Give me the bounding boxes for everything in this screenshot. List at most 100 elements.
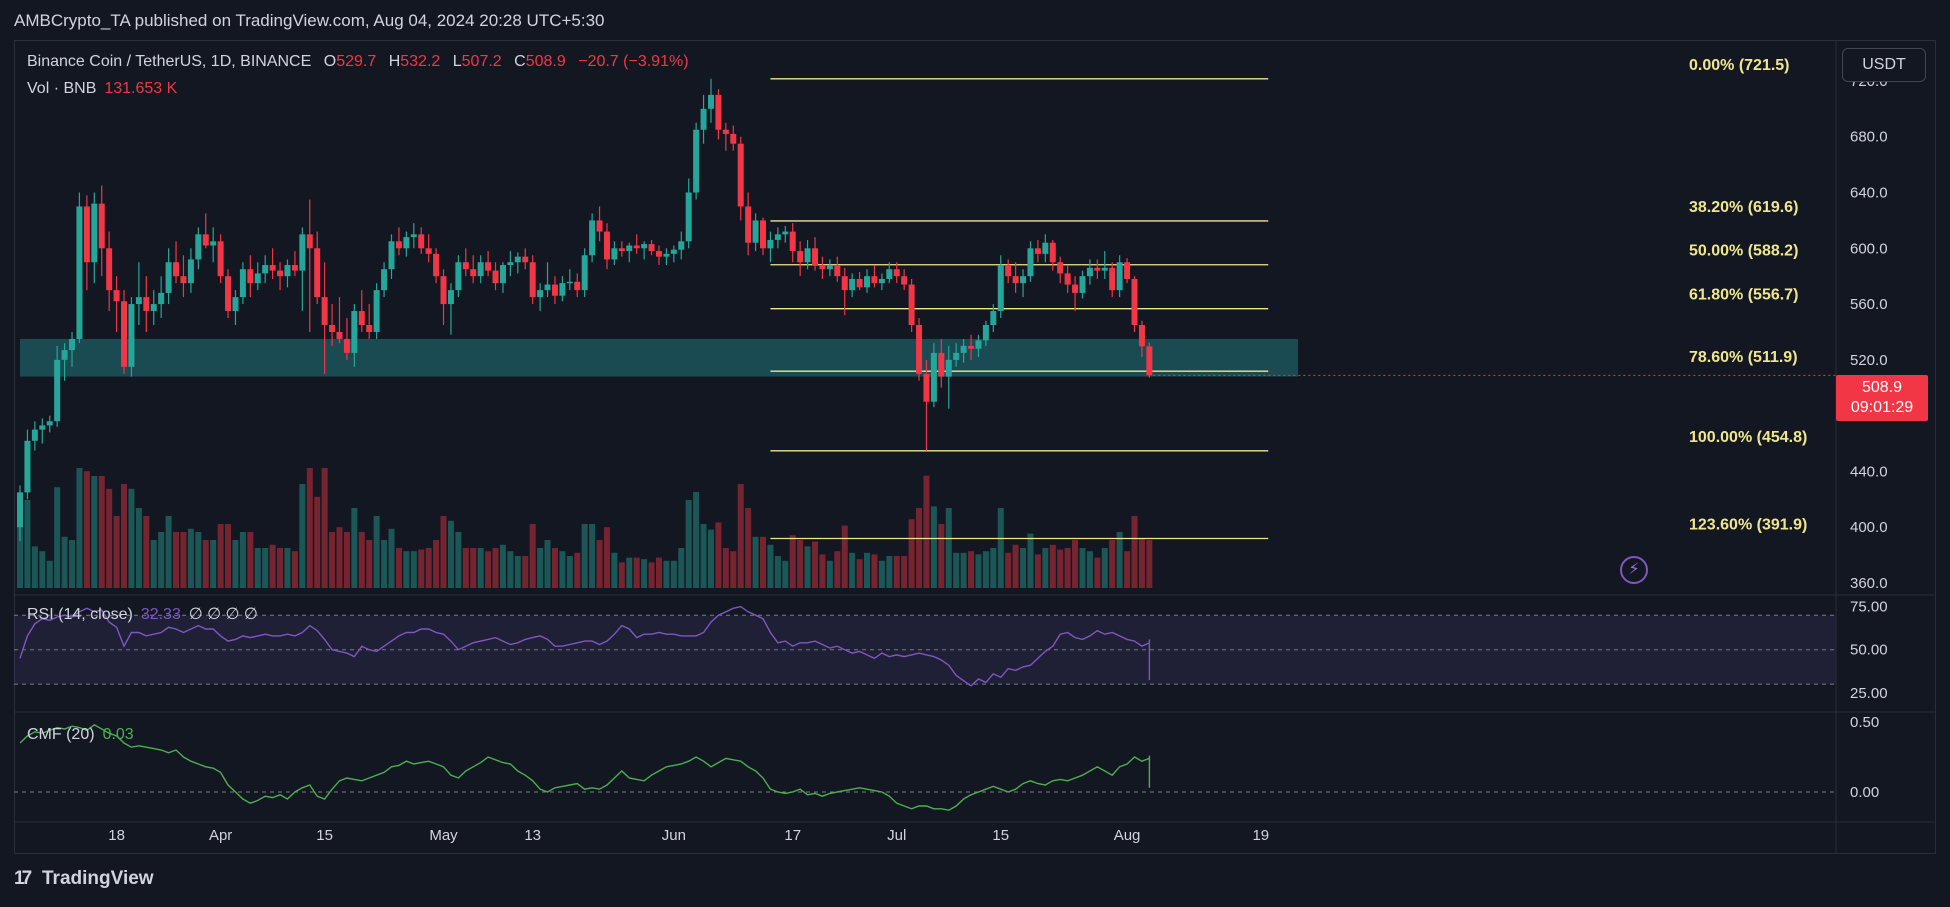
volume-bar — [91, 476, 98, 588]
volume-bar — [239, 532, 246, 588]
cmf-value: 0.03 — [102, 726, 134, 743]
candle-body — [715, 94, 722, 130]
volume-bar — [678, 548, 685, 588]
volume-bar — [655, 557, 662, 588]
candle-body — [39, 425, 46, 430]
candle-body — [1012, 276, 1019, 284]
candle-body — [574, 281, 581, 291]
volume-bar — [975, 554, 982, 588]
bar-countdown: 09:01:29 — [1850, 399, 1914, 416]
candle-body — [388, 241, 395, 270]
time-tick-label: Apr — [209, 827, 232, 844]
volume-bar — [767, 544, 774, 588]
volume-bar — [455, 532, 462, 588]
candle-body — [685, 192, 692, 242]
candle-body — [277, 270, 284, 277]
candle-body — [54, 359, 61, 422]
high-value: 532.2 — [400, 53, 441, 70]
low-label: L — [452, 53, 462, 70]
volume-bar — [782, 560, 789, 588]
candle-body — [128, 304, 135, 367]
cmf-tick-label: 0.00 — [1850, 784, 1879, 801]
volume-bar — [812, 541, 819, 588]
candle-body — [648, 244, 655, 252]
candle-body — [329, 325, 336, 332]
fib-level-label: 50.00% (588.2) — [1689, 243, 1798, 260]
candle-body — [537, 290, 544, 298]
candle-body — [336, 331, 343, 339]
candle-body — [760, 220, 766, 249]
volume-bar — [46, 560, 53, 588]
tradingview-brand: TradingView — [42, 868, 154, 889]
candle-body — [470, 269, 477, 277]
volume-bar — [395, 548, 402, 588]
candle-body — [462, 262, 469, 270]
volume-bar — [1042, 548, 1049, 588]
volume-bar — [856, 559, 863, 588]
tradingview-logo-icon: 17 — [14, 868, 32, 889]
candle-body — [693, 129, 700, 193]
time-tick-label: 15 — [992, 827, 1009, 844]
candle-body — [158, 292, 165, 305]
volume-bar — [17, 516, 23, 588]
candle-body — [351, 311, 358, 353]
rsi-tick-label: 50.00 — [1850, 642, 1888, 659]
candle-body — [878, 278, 885, 284]
candle-body — [916, 325, 923, 374]
volume-bar — [559, 551, 566, 588]
fib-level-label: 0.00% (721.5) — [1689, 57, 1790, 74]
volume-bar — [916, 508, 923, 588]
currency-button[interactable]: USDT — [1842, 48, 1926, 82]
candle-body — [544, 284, 551, 291]
volume-bar — [693, 492, 700, 588]
rsi-band — [14, 615, 1836, 685]
volume-bar — [492, 548, 499, 588]
change-value: −20.7 (−3.91%) — [578, 53, 689, 70]
candle-body — [953, 352, 960, 360]
volume-bar — [329, 532, 336, 588]
candle-body — [1131, 278, 1138, 325]
last-price: 508.9 — [1861, 379, 1903, 396]
volume-bar — [485, 551, 492, 588]
volume-bar — [343, 532, 350, 588]
chart-frame[interactable] — [14, 40, 1936, 854]
candle-body — [477, 262, 484, 277]
volume-bar — [158, 532, 165, 588]
volume-bar — [871, 554, 878, 588]
volume-bar — [826, 560, 833, 588]
volume-bar — [210, 540, 217, 588]
volume-bar — [1027, 533, 1034, 588]
candle-body — [381, 269, 388, 291]
candle-body — [559, 283, 566, 296]
volume-bar — [938, 524, 945, 588]
rsi-tick-label: 75.00 — [1850, 599, 1888, 616]
volume-bar — [254, 548, 261, 588]
volume-bar — [1146, 540, 1153, 588]
volume-bar — [217, 524, 224, 588]
volume-bar — [849, 552, 856, 588]
lightning-icon[interactable]: ⚡ — [1620, 556, 1648, 584]
candle-body — [529, 262, 536, 298]
volume-bar — [306, 468, 313, 588]
volume-bar — [618, 562, 625, 588]
volume-bar — [113, 516, 120, 588]
volume-bar — [953, 552, 960, 588]
candle-body — [975, 340, 982, 349]
volume-bar — [789, 535, 796, 588]
time-tick-label: 19 — [1252, 827, 1269, 844]
tradingview-footer[interactable]: 17 TradingView — [14, 868, 154, 890]
volume-bar — [1138, 538, 1145, 588]
publish-header: AMBCrypto_TA published on TradingView.co… — [0, 0, 1950, 40]
candle-body — [1079, 276, 1086, 293]
volume-bar — [247, 532, 254, 588]
volume-bar — [603, 527, 610, 588]
candle-body — [700, 108, 707, 130]
candle-body — [871, 276, 878, 284]
support-zone — [20, 338, 1298, 377]
candle-body — [551, 284, 558, 296]
candle-body — [901, 276, 908, 285]
volume-bar — [277, 548, 284, 588]
volume-bar — [121, 484, 128, 588]
candle-body — [618, 248, 625, 252]
